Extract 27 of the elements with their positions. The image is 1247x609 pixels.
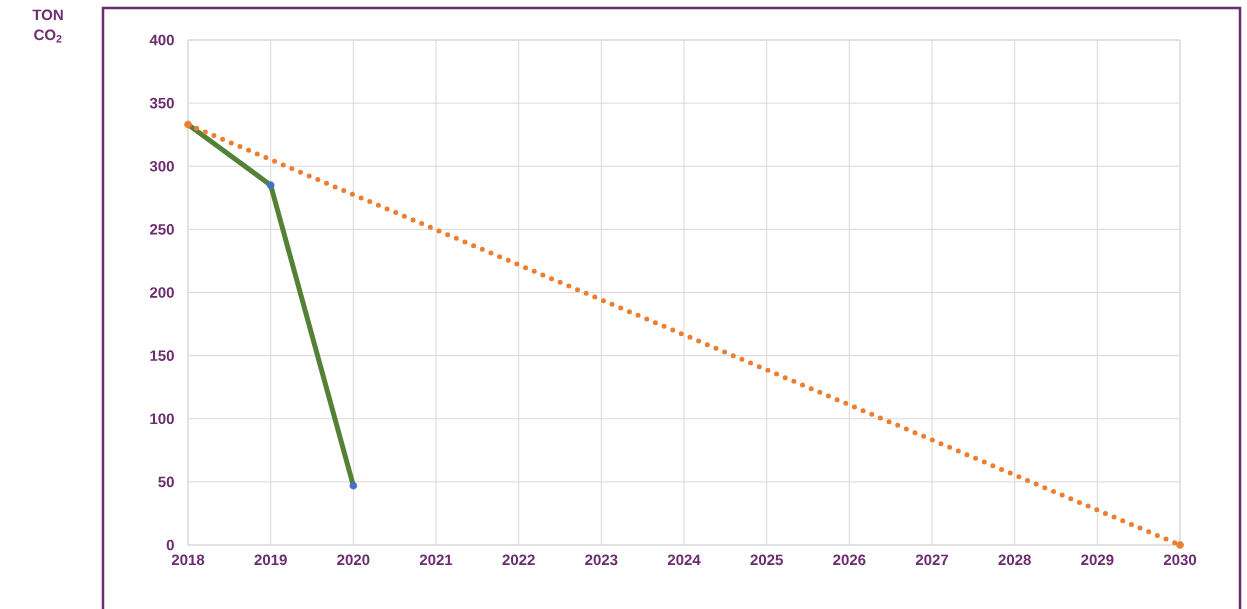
x-tick-label: 2020 bbox=[337, 554, 370, 566]
x-tick-label: 2021 bbox=[419, 554, 453, 566]
x-tick-label: 2025 bbox=[750, 554, 783, 566]
x-tick-label: 2028 bbox=[998, 554, 1031, 566]
point bbox=[266, 181, 275, 189]
text: TON CO$_{2}$ bbox=[32, 9, 63, 43]
x-tick-label: 2023 bbox=[585, 554, 618, 566]
x-tick-label: 2024 bbox=[667, 554, 701, 566]
x-tick-label: 2018 bbox=[171, 554, 205, 566]
y-tick-label: 300 bbox=[149, 160, 174, 172]
y-tick-label: 150 bbox=[150, 350, 174, 361]
point bbox=[184, 120, 192, 129]
y-tick-label: 100 bbox=[150, 413, 174, 425]
x-tick-label: 2030 bbox=[1163, 554, 1197, 566]
x-tick-label: 2019 bbox=[254, 554, 287, 566]
y-tick-label: 0 bbox=[166, 539, 174, 551]
y-tick-label: 350 bbox=[149, 97, 174, 109]
point bbox=[1176, 541, 1184, 549]
x-tick-label: 2027 bbox=[915, 554, 949, 566]
y-tick-label: 200 bbox=[149, 287, 174, 298]
x-tick-label: 2026 bbox=[833, 554, 866, 566]
y-tick-label: 50 bbox=[158, 476, 174, 488]
x-tick-label: 2029 bbox=[1081, 554, 1114, 566]
x-tick-label: 2022 bbox=[502, 554, 535, 566]
y-tick-label: 250 bbox=[149, 224, 174, 235]
y-tick-label: 400 bbox=[149, 34, 174, 46]
point bbox=[349, 481, 358, 490]
